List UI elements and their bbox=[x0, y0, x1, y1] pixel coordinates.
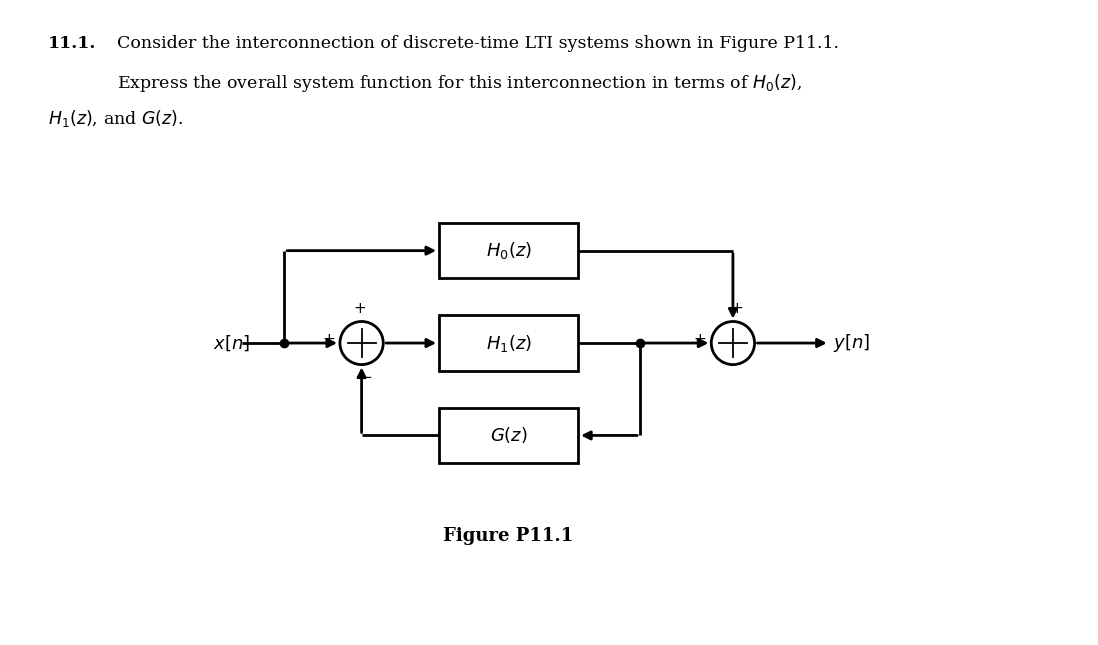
Text: Consider the interconnection of discrete-time LTI systems shown in Figure P11.1.: Consider the interconnection of discrete… bbox=[117, 35, 840, 52]
Text: +: + bbox=[323, 332, 335, 348]
Text: 11.1.: 11.1. bbox=[48, 35, 97, 52]
FancyBboxPatch shape bbox=[439, 315, 579, 371]
Text: $H_1(z)$: $H_1(z)$ bbox=[485, 333, 531, 353]
Text: $H_1(z)$, and $G(z)$.: $H_1(z)$, and $G(z)$. bbox=[48, 108, 183, 129]
FancyBboxPatch shape bbox=[439, 223, 579, 279]
Text: $G(z)$: $G(z)$ bbox=[490, 426, 527, 446]
Text: +: + bbox=[354, 301, 367, 316]
Text: $H_0(z)$: $H_0(z)$ bbox=[485, 240, 531, 261]
FancyBboxPatch shape bbox=[439, 408, 579, 463]
Text: $y[n]$: $y[n]$ bbox=[833, 332, 871, 354]
Text: −: − bbox=[359, 370, 372, 385]
Text: +: + bbox=[694, 332, 707, 348]
Text: Figure P11.1: Figure P11.1 bbox=[444, 526, 573, 544]
Text: +: + bbox=[730, 301, 743, 316]
Text: Express the overall system function for this interconnection in terms of $H_0(z): Express the overall system function for … bbox=[117, 72, 803, 94]
Text: $x[n]$: $x[n]$ bbox=[213, 333, 250, 353]
